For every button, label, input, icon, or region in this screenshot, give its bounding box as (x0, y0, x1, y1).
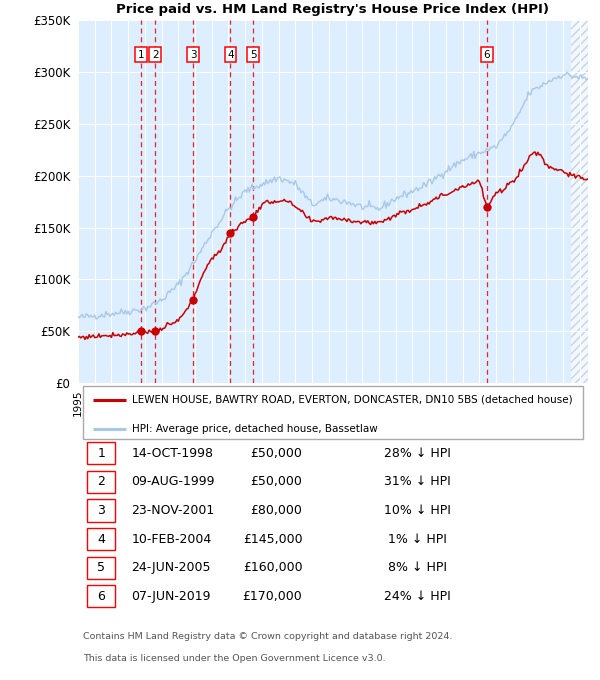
Text: 6: 6 (484, 50, 490, 60)
Bar (87, 471, 115, 493)
Text: £170,000: £170,000 (242, 590, 302, 603)
Text: 1: 1 (138, 50, 145, 60)
Text: HPI: Average price, detached house, Bassetlaw: HPI: Average price, detached house, Bass… (131, 424, 377, 435)
Text: 10% ↓ HPI: 10% ↓ HPI (384, 504, 451, 517)
Text: Contains HM Land Registry data © Crown copyright and database right 2024.: Contains HM Land Registry data © Crown c… (83, 632, 452, 641)
Text: 3: 3 (190, 50, 197, 60)
Text: 24-JUN-2005: 24-JUN-2005 (131, 561, 211, 575)
Text: LEWEN HOUSE, BAWTRY ROAD, EVERTON, DONCASTER, DN10 5BS (detached house): LEWEN HOUSE, BAWTRY ROAD, EVERTON, DONCA… (131, 394, 572, 405)
Text: 8% ↓ HPI: 8% ↓ HPI (384, 561, 447, 575)
Bar (87, 500, 115, 522)
Text: 09-AUG-1999: 09-AUG-1999 (131, 475, 215, 488)
Bar (87, 557, 115, 579)
Text: 14-OCT-1998: 14-OCT-1998 (131, 447, 214, 460)
Bar (87, 442, 115, 464)
Text: 31% ↓ HPI: 31% ↓ HPI (384, 475, 451, 488)
Text: £80,000: £80,000 (251, 504, 302, 517)
Text: 07-JUN-2019: 07-JUN-2019 (131, 590, 211, 603)
Text: This data is licensed under the Open Government Licence v3.0.: This data is licensed under the Open Gov… (83, 654, 386, 663)
Text: 28% ↓ HPI: 28% ↓ HPI (384, 447, 451, 460)
Text: 4: 4 (97, 532, 105, 545)
Text: 10-FEB-2004: 10-FEB-2004 (131, 532, 212, 545)
Text: 1: 1 (97, 447, 105, 460)
Bar (87, 585, 115, 607)
Bar (87, 528, 115, 550)
Text: 4: 4 (227, 50, 234, 60)
Text: £160,000: £160,000 (243, 561, 302, 575)
Text: 5: 5 (97, 561, 105, 575)
Text: £50,000: £50,000 (251, 475, 302, 488)
Title: LEWEN HOUSE, BAWTRY ROAD, EVERTON, DONCASTER, DN10 5BS
Price paid vs. HM Land Re: LEWEN HOUSE, BAWTRY ROAD, EVERTON, DONCA… (86, 0, 580, 16)
Text: 5: 5 (250, 50, 257, 60)
Text: 24% ↓ HPI: 24% ↓ HPI (384, 590, 451, 603)
Text: 1% ↓ HPI: 1% ↓ HPI (384, 532, 447, 545)
Text: £145,000: £145,000 (243, 532, 302, 545)
Text: 2: 2 (97, 475, 105, 488)
Text: 3: 3 (97, 504, 105, 517)
Text: £50,000: £50,000 (251, 447, 302, 460)
Bar (571, 20, 588, 383)
Text: 2: 2 (152, 50, 158, 60)
Text: 23-NOV-2001: 23-NOV-2001 (131, 504, 215, 517)
Text: 6: 6 (97, 590, 105, 603)
